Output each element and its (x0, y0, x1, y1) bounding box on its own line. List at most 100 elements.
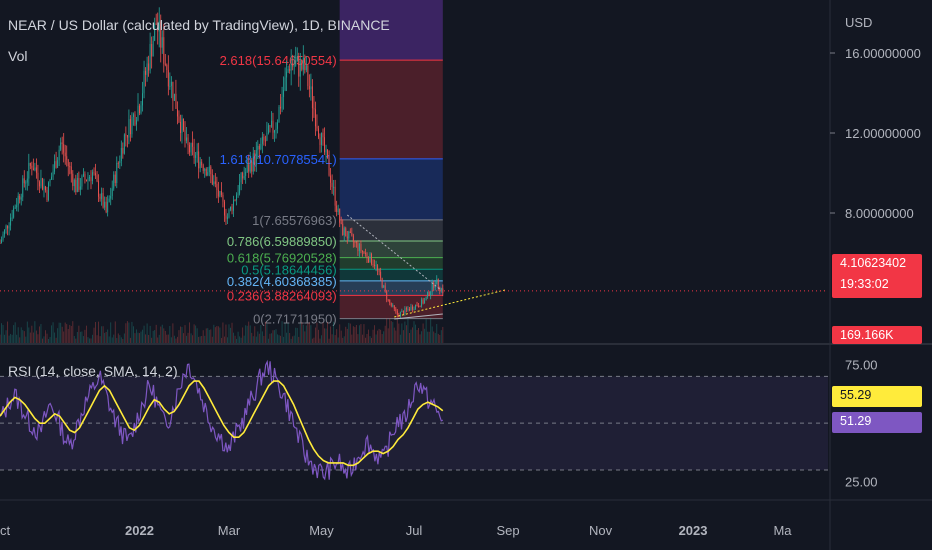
volume-legend-label[interactable]: Vol (8, 48, 28, 64)
candle-body (319, 137, 321, 145)
volume-bar (233, 332, 234, 343)
volume-bar (316, 322, 318, 343)
volume-bar (292, 336, 294, 343)
candle-body (314, 109, 316, 127)
candle-body (387, 299, 389, 301)
volume-bar (442, 326, 444, 343)
volume-bar (304, 331, 306, 343)
trend-line (394, 289, 506, 318)
volume-bar (186, 335, 187, 343)
candle-body (211, 174, 213, 185)
candle-body (386, 290, 388, 300)
candle-body (63, 144, 65, 153)
volume-bar (331, 334, 333, 343)
candle-body (40, 178, 42, 187)
volume-bar (67, 329, 69, 343)
volume-bar (383, 331, 385, 343)
volume-bar (195, 325, 197, 343)
volume-bar (43, 336, 45, 343)
candle-body (61, 142, 63, 145)
trend-line (394, 313, 443, 320)
candle-body (136, 120, 137, 125)
candle-body (428, 292, 430, 296)
candle-body (114, 174, 116, 184)
candle-body (14, 207, 16, 209)
candle-body (292, 63, 294, 67)
candle-body (64, 152, 66, 157)
volume-bar (139, 333, 140, 343)
volume-bar (20, 327, 22, 343)
candle-body (125, 134, 127, 136)
volume-bar (389, 318, 391, 343)
candle-body (92, 172, 93, 181)
candle-body (227, 217, 228, 219)
volume-bar (336, 329, 338, 343)
candle-body (35, 167, 37, 173)
volume-bar (117, 333, 119, 343)
volume-bar (225, 324, 227, 343)
candle-body (290, 63, 292, 71)
volume-bar (107, 329, 109, 343)
candle-body (249, 161, 251, 172)
candle-body (275, 128, 277, 131)
volume-bar (167, 334, 169, 343)
volume-bar (302, 324, 304, 343)
volume-bar (436, 323, 438, 343)
volume-bar (119, 335, 121, 343)
candle-body (49, 179, 51, 183)
candle-body (82, 173, 84, 177)
volume-bar (216, 326, 218, 343)
volume-bar (11, 334, 13, 343)
rsi-legend-label[interactable]: RSI (14, close, SMA, 14, 2) (8, 363, 178, 379)
candle-body (131, 117, 133, 135)
candle-body (31, 165, 33, 169)
candle-body (328, 158, 330, 176)
volume-bar (366, 333, 368, 343)
volume-bar (152, 330, 154, 343)
candle-body (369, 253, 371, 263)
candle-body (176, 108, 178, 117)
volume-bar (354, 327, 356, 343)
volume-bar (311, 338, 313, 343)
candle-body (239, 182, 241, 194)
volume-bar (70, 326, 72, 343)
fib-level-label: 0.236(3.88264093) (227, 288, 337, 303)
volume-bar (90, 338, 92, 343)
volume-bar (10, 333, 12, 343)
volume-bar (431, 326, 433, 343)
candle-body (99, 196, 101, 199)
volume-bar (248, 321, 250, 343)
candle-body (433, 282, 435, 288)
volume-bar (76, 331, 78, 343)
candle-body (236, 194, 238, 201)
candle-body (193, 146, 195, 158)
candle-body (214, 181, 216, 184)
volume-bar (319, 338, 321, 343)
volume-bar (422, 323, 424, 343)
volume-bar (264, 322, 266, 343)
volume-bar (163, 328, 165, 343)
volume-bar (413, 321, 415, 343)
candle-body (361, 250, 363, 252)
candle-body (299, 60, 301, 77)
volume-bar (214, 327, 216, 343)
candle-body (219, 191, 221, 197)
volume-bar (322, 322, 324, 343)
candle-body (149, 44, 151, 71)
volume-bar (101, 326, 103, 343)
volume-bar (140, 331, 142, 343)
candle-body (316, 126, 318, 129)
volume-bar (410, 329, 412, 343)
volume-bar (148, 334, 150, 343)
volume-bar (54, 332, 56, 343)
candle-body (78, 177, 80, 190)
candle-body (277, 122, 278, 129)
candle-body (120, 147, 122, 162)
candle-body (301, 60, 303, 70)
symbol-title[interactable]: NEAR / US Dollar (calculated by TradingV… (8, 17, 390, 33)
volume-bar (348, 322, 350, 343)
volume-bar (298, 336, 300, 343)
candle-body (333, 186, 335, 188)
volume-bar (277, 334, 278, 343)
